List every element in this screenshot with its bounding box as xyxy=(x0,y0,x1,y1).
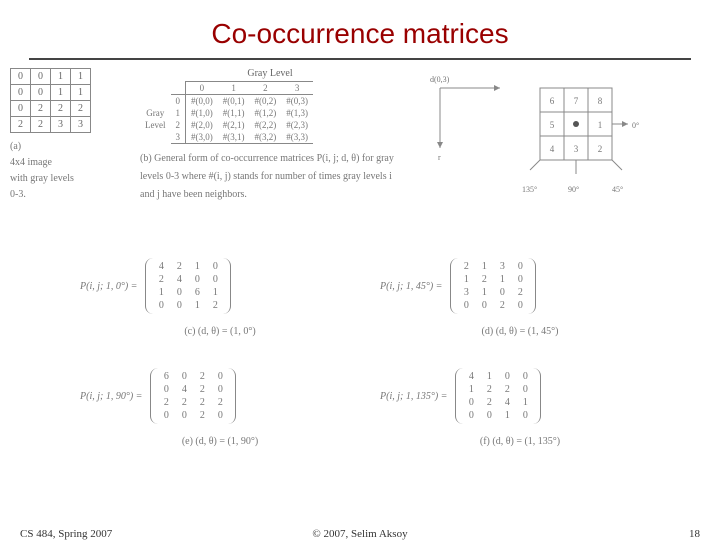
image-grid: 0011 0011 0222 2233 xyxy=(10,68,91,133)
content-area: 0011 0011 0222 2233 (a) 4x4 image with g… xyxy=(0,68,720,488)
svg-text:1: 1 xyxy=(598,120,603,130)
panel-a-cap3: 0-3. xyxy=(10,187,130,203)
matrix-e-label: P(i, j; 1, 90°) = xyxy=(80,391,142,402)
svg-text:0°: 0° xyxy=(632,121,639,130)
slide-title: Co-occurrence matrices xyxy=(0,0,720,58)
angle-diagram: d(0,3) r 6 7 8 5 1 4 3 2 0° xyxy=(430,68,650,203)
footer-course: CS 484, Spring 2007 xyxy=(20,528,112,540)
footer-copyright: © 2007, Selim Aksoy xyxy=(312,528,407,540)
svg-text:2: 2 xyxy=(598,144,603,154)
matrix-d-label: P(i, j; 1, 45°) = xyxy=(380,281,442,292)
panel-b: Gray Level 0123 0#(0,0)#(0,1)#(0,2)#(0,3… xyxy=(140,68,400,204)
svg-text:d(0,3): d(0,3) xyxy=(430,75,450,84)
svg-text:4: 4 xyxy=(550,144,555,154)
svg-text:r: r xyxy=(438,153,441,162)
svg-text:7: 7 xyxy=(574,96,579,106)
panel-a-cap2: with gray levels xyxy=(10,171,130,187)
matrix-c-label: P(i, j; 1, 0°) = xyxy=(80,281,137,292)
panel-a-cap1: 4x4 image xyxy=(10,155,130,171)
matrix-e: P(i, j; 1, 90°) = 6020 0420 2222 0020 (e… xyxy=(80,368,360,447)
matrix-e-sub: (e) (d, θ) = (1, 90°) xyxy=(80,436,360,447)
matrix-c-sub: (c) (d, θ) = (1, 0°) xyxy=(80,326,360,337)
matrix-d: P(i, j; 1, 45°) = 2130 1210 3102 0020 (d… xyxy=(380,258,660,337)
matrix-f: P(i, j; 1, 135°) = 4100 1220 0241 0010 (… xyxy=(380,368,660,447)
svg-text:90°: 90° xyxy=(568,185,579,194)
matrix-d-sub: (d) (d, θ) = (1, 45°) xyxy=(380,326,660,337)
panel-b-caption: (b) General form of co-occurrence matric… xyxy=(140,150,400,204)
svg-text:6: 6 xyxy=(550,96,555,106)
matrix-f-label: P(i, j; 1, 135°) = xyxy=(380,391,447,402)
svg-text:3: 3 xyxy=(574,144,579,154)
footer-page-number: 18 xyxy=(689,528,700,540)
cooccurrence-table: 0123 0#(0,0)#(0,1)#(0,2)#(0,3) Gray1#(1,… xyxy=(140,81,313,144)
matrix-f-sub: (f) (d, θ) = (1, 135°) xyxy=(380,436,660,447)
panel-a: 0011 0011 0222 2233 (a) 4x4 image with g… xyxy=(10,68,130,203)
matrix-c: P(i, j; 1, 0°) = 4210 2400 1061 0012 (c)… xyxy=(80,258,360,337)
panel-b-header: Gray Level xyxy=(140,68,400,79)
svg-text:45°: 45° xyxy=(612,185,623,194)
svg-text:135°: 135° xyxy=(522,185,537,194)
svg-text:5: 5 xyxy=(550,120,555,130)
svg-text:8: 8 xyxy=(598,96,603,106)
panel-a-label: (a) xyxy=(10,139,130,155)
title-divider xyxy=(29,58,691,60)
